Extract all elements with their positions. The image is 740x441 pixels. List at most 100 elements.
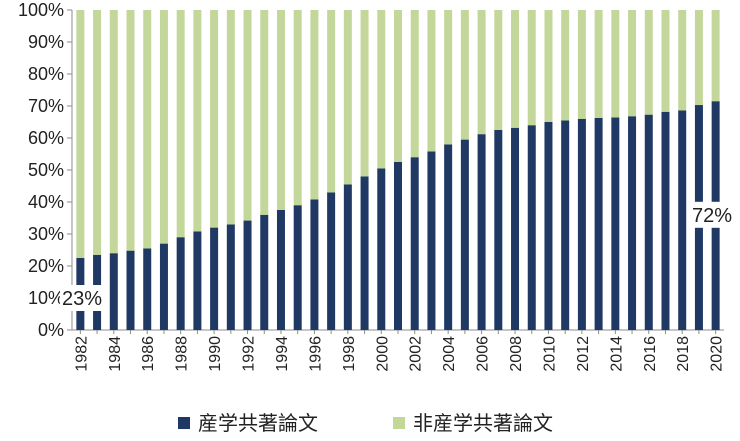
bar-非産学共著論文-1983: [93, 10, 102, 255]
bar-非産学共著論文-1984: [109, 10, 118, 254]
y-tick-label: 100%: [18, 0, 64, 20]
bar-非産学共著論文-2001: [394, 10, 402, 162]
bar-非産学共著論文-2018: [678, 10, 687, 111]
bar-産学共著論文-2017: [661, 111, 670, 330]
y-tick-label: 90%: [28, 32, 64, 52]
bar-産学共著論文-1990: [210, 227, 219, 330]
bar-産学共著論文-1987: [159, 243, 168, 330]
bar-非産学共著論文-1994: [276, 10, 285, 210]
x-tick-label: 2004: [441, 336, 458, 372]
bar-非産学共著論文-1987: [159, 10, 168, 244]
bar-産学共著論文-1995: [293, 205, 302, 330]
data-label: 72%: [692, 205, 732, 227]
bar-非産学共著論文-1986: [143, 10, 152, 249]
bar-非産学共著論文-1997: [327, 10, 336, 193]
bar-非産学共著論文-1985: [126, 10, 135, 251]
legend-label: 非産学共著論文: [413, 412, 553, 435]
bar-産学共著論文-2010: [544, 122, 553, 330]
bar-非産学共著論文-2017: [661, 10, 670, 112]
bar-非産学共著論文-2014: [611, 10, 620, 118]
x-tick-label: 1984: [107, 336, 124, 372]
bar-産学共著論文-1985: [126, 250, 135, 330]
bar-産学共著論文-2002: [410, 157, 419, 330]
x-tick-label: 1992: [241, 336, 258, 372]
bar-非産学共著論文-2003: [427, 10, 436, 152]
y-tick-label: 70%: [28, 96, 64, 116]
bar-産学共著論文-2003: [427, 151, 436, 330]
bar-産学共著論文-2008: [511, 127, 520, 330]
bar-非産学共著論文-1998: [343, 10, 352, 185]
legend-swatch: [393, 417, 405, 429]
bar-非産学共著論文-2002: [410, 10, 419, 158]
bar-非産学共著論文-1990: [210, 10, 219, 228]
y-tick-label: 80%: [28, 64, 64, 84]
x-tick-label: 1996: [307, 336, 324, 372]
bar-産学共著論文-1997: [327, 192, 336, 330]
x-tick-label: 2006: [475, 336, 492, 372]
legend-label: 産学共著論文: [198, 412, 318, 435]
x-tick-label: 2018: [675, 336, 692, 372]
bar-産学共著論文-1991: [226, 224, 235, 330]
bar-非産学共著論文-2009: [527, 10, 536, 126]
bar-産学共著論文-2018: [678, 110, 687, 330]
bar-非産学共著論文-1993: [260, 10, 269, 215]
bar-産学共著論文-2014: [611, 117, 620, 331]
bar-非産学共著論文-2004: [444, 10, 453, 145]
bar-産学共著論文-2013: [594, 117, 603, 330]
bar-産学共著論文-1998: [343, 184, 352, 330]
bar-非産学共著論文-2011: [561, 10, 570, 121]
bar-産学共著論文-1992: [243, 220, 252, 330]
y-tick-label: 30%: [28, 224, 64, 244]
data-label: 23%: [62, 288, 102, 310]
bar-産学共著論文-2001: [394, 162, 402, 330]
bar-非産学共著論文-1991: [226, 10, 235, 225]
bar-非産学共著論文-1988: [176, 10, 185, 238]
bar-産学共著論文-2016: [644, 114, 653, 330]
x-tick-label: 1998: [341, 336, 358, 372]
bar-産学共著論文-2011: [561, 120, 570, 331]
bar-非産学共著論文-1999: [360, 10, 369, 177]
bar-産学共著論文-1984: [109, 253, 118, 330]
x-tick-label: 2020: [709, 336, 726, 372]
bar-非産学共著論文-2019: [694, 10, 703, 106]
bar-非産学共著論文-1995: [293, 10, 302, 206]
x-tick-label: 1994: [274, 336, 291, 372]
legend-swatch: [178, 417, 190, 429]
bar-産学共著論文-2004: [444, 144, 453, 330]
bar-産学共著論文-1988: [176, 237, 185, 330]
y-tick-label: 20%: [28, 256, 64, 276]
y-tick-label: 40%: [28, 192, 64, 212]
bar-非産学共著論文-1982: [76, 10, 85, 258]
x-tick-label: 2002: [408, 336, 425, 372]
bar-非産学共著論文-1996: [310, 10, 319, 200]
y-tick-label: 50%: [28, 160, 64, 180]
x-tick-label: 1990: [207, 336, 224, 372]
bar-非産学共著論文-2010: [544, 10, 553, 122]
bar-産学共著論文-1993: [260, 214, 269, 330]
bar-非産学共著論文-2013: [594, 10, 603, 118]
bar-産学共著論文-2006: [477, 134, 486, 330]
bar-産学共著論文-2005: [460, 139, 469, 330]
bar-産学共著論文-1986: [143, 248, 152, 330]
x-tick-label: 1988: [174, 336, 191, 372]
x-tick-label: 1986: [140, 336, 157, 372]
bar-産学共著論文-1999: [360, 176, 369, 330]
x-tick-label: 1982: [73, 336, 90, 372]
bar-産学共著論文-2012: [577, 118, 586, 330]
y-tick-label: 60%: [28, 128, 64, 148]
bar-非産学共著論文-2005: [460, 10, 469, 140]
x-tick-label: 2012: [575, 336, 592, 372]
y-tick-label: 0%: [38, 320, 64, 340]
x-tick-label: 2016: [642, 336, 659, 372]
bar-非産学共著論文-2016: [644, 10, 653, 115]
bar-産学共著論文-1994: [276, 210, 285, 330]
bar-産学共著論文-2015: [628, 116, 637, 331]
bar-非産学共著論文-1992: [243, 10, 252, 221]
bar-非産学共著論文-2007: [494, 10, 503, 130]
bar-産学共著論文-2000: [377, 168, 386, 330]
bar-産学共著論文-1996: [310, 199, 319, 330]
bar-産学共著論文-2007: [494, 130, 503, 330]
bar-産学共著論文-2009: [527, 125, 536, 330]
bar-非産学共著論文-2008: [511, 10, 520, 128]
x-tick-label: 2008: [508, 336, 525, 372]
